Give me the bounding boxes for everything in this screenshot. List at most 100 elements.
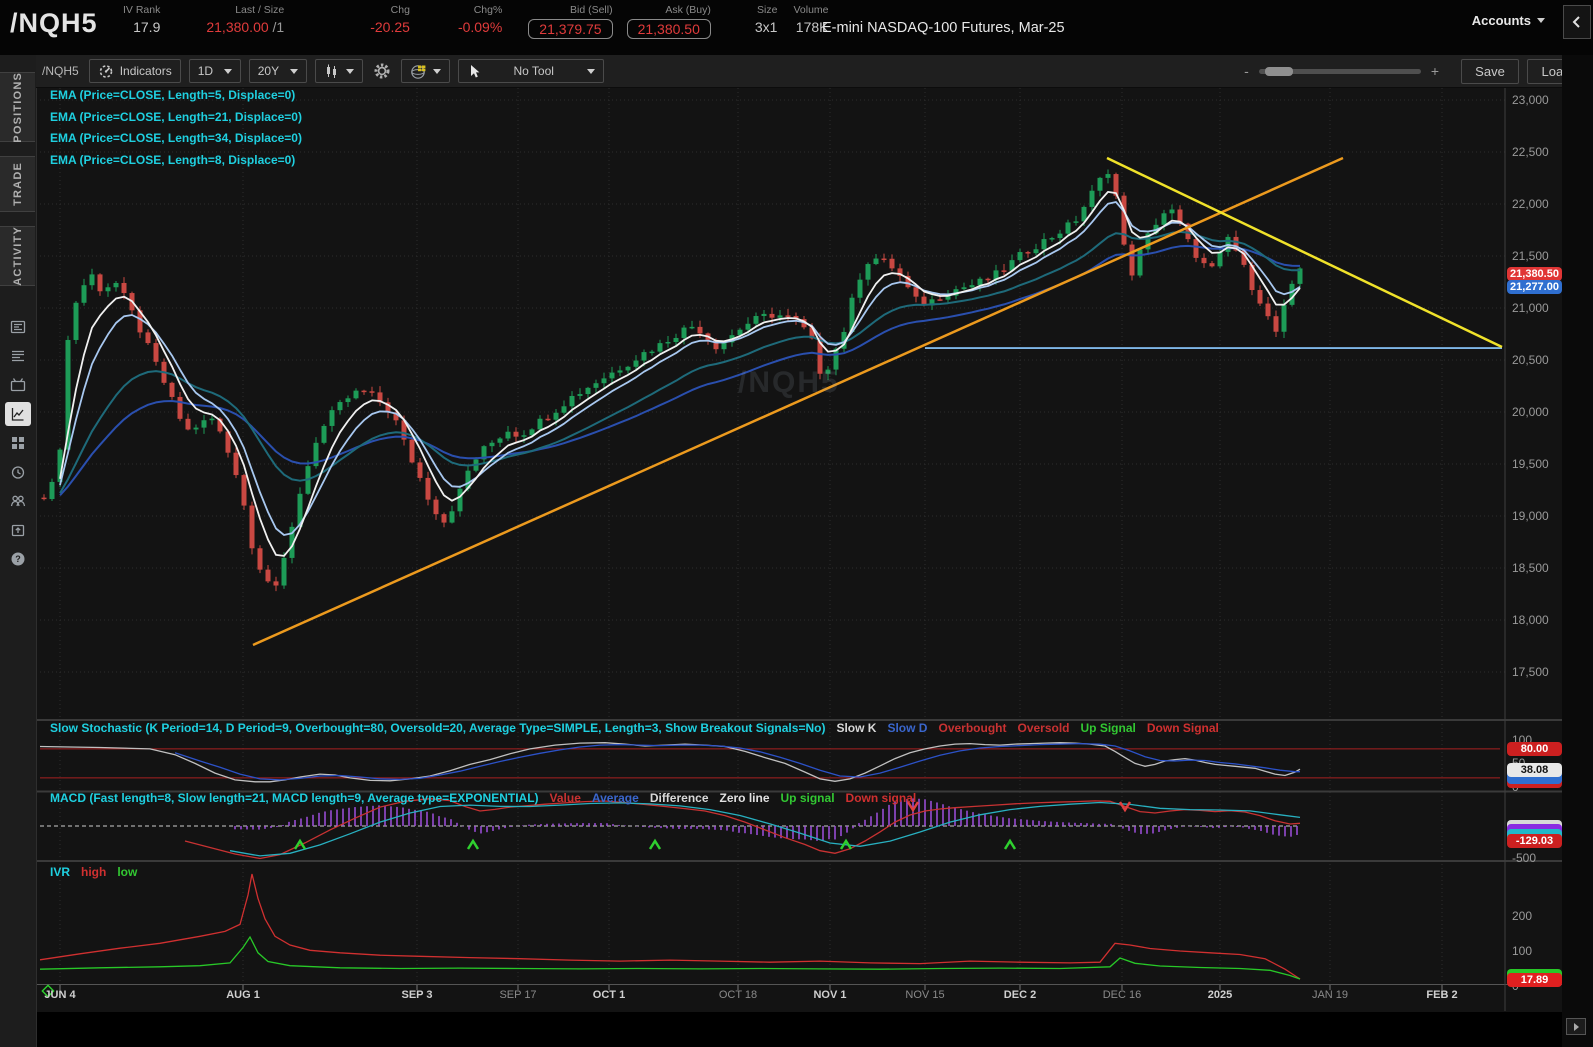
panel-separator (36, 790, 1562, 793)
chevron-down-icon (586, 68, 595, 74)
candle-body (41, 497, 47, 500)
candle-body (865, 264, 871, 280)
candle-body (257, 548, 263, 570)
indicators-label: Indicators (119, 64, 172, 78)
candle-body (625, 366, 631, 371)
macd-up-signal-arrow (466, 838, 480, 850)
accounts-menu[interactable]: Accounts (1472, 13, 1545, 28)
quote-field: Volume 178K (793, 4, 828, 35)
candle-body (97, 274, 103, 292)
active-icon-pad (5, 401, 31, 426)
candle-body (169, 382, 175, 397)
sidebar-help-icon[interactable]: ? (0, 544, 36, 573)
trendline-2 (1106, 156, 1503, 349)
candle-body (1057, 233, 1063, 239)
candle-body (313, 442, 319, 467)
candle-body (769, 313, 775, 318)
drawing-set-dropdown[interactable] (400, 59, 450, 83)
ivr-low-line (39, 935, 1301, 980)
chevron-down-icon (1537, 18, 1545, 23)
candle-body (569, 395, 575, 407)
candle-body (745, 323, 751, 330)
candle-body (1233, 236, 1239, 251)
candle-body (489, 442, 495, 447)
header-bar: /NQH5 IV Rank 17.9 Last / Size 21,380.00 /1… (0, 0, 1593, 56)
candle-body (857, 279, 863, 298)
sidebar-tab-trade[interactable]: TRADE (0, 156, 35, 212)
candle-body (993, 270, 999, 280)
candle-body (481, 446, 487, 460)
trendline-0 (252, 156, 1344, 647)
sidebar-tab-label: ACTIVITY (11, 226, 24, 286)
tool-dropdown[interactable]: No Tool (457, 59, 604, 83)
sidebar-community-icon[interactable] (0, 486, 36, 515)
stoch-k-line (39, 742, 1301, 783)
candle-body (241, 475, 247, 506)
zoom-slider[interactable] (1258, 66, 1421, 76)
quote-field-label: Ask (Buy) (665, 4, 711, 16)
candle-body (601, 378, 607, 384)
quote-field-value[interactable]: 21,380.50 (626, 19, 711, 39)
symbol-title: /NQH5 (10, 8, 98, 38)
toolbar-symbol-label: /NQH5 (42, 64, 79, 78)
chart-settings-gear[interactable] (371, 59, 393, 83)
sidebar-dashboard-icon[interactable] (0, 428, 36, 457)
candle-body (1009, 260, 1015, 271)
left-sidebar: POSITIONS TRADE ACTIVITY ? (0, 55, 37, 1047)
candle-body (969, 285, 975, 288)
quote-fields: IV Rank 17.9 Last / Size 21,380.00 /1 Chg -20… (105, 4, 829, 39)
candle-body (561, 406, 567, 413)
candle-body (201, 420, 207, 428)
candle-body (289, 526, 295, 558)
zoom-out-button[interactable]: - (1244, 63, 1249, 79)
candle-body (249, 505, 255, 549)
sidebar-charts-icon[interactable] (0, 399, 36, 428)
timeframe-value: 1D (197, 64, 214, 78)
timeframe-dropdown[interactable]: 1D (188, 59, 241, 83)
save-button[interactable]: Save (1461, 58, 1519, 84)
sidebar-news-icon[interactable] (0, 312, 36, 341)
quote-field-value[interactable]: 21,379.75 (528, 19, 613, 39)
candle-body (449, 511, 455, 523)
candle-body (657, 343, 663, 352)
candle-body (409, 439, 415, 463)
chart-type-dropdown[interactable] (314, 59, 363, 83)
candle-body (273, 581, 279, 586)
sidebar-history-icon[interactable] (0, 457, 36, 486)
candle-body (665, 341, 671, 344)
chevron-down-icon (432, 68, 441, 74)
candle-body (401, 420, 407, 440)
macd-down-signal-arrow (906, 801, 920, 813)
candle-body (1257, 290, 1263, 304)
candle-body (1265, 303, 1271, 317)
collapse-panel-button[interactable] (1563, 5, 1591, 39)
candle-body (537, 418, 543, 430)
candle-body (465, 470, 471, 489)
range-dropdown[interactable]: 20Y (248, 59, 307, 83)
scroll-right-button[interactable] (1566, 1018, 1586, 1035)
candle-body (393, 412, 399, 421)
sidebar-monitor-icon[interactable] (0, 370, 36, 399)
monitor-icon (10, 377, 26, 391)
candle-body (785, 315, 791, 317)
candle-body (89, 274, 95, 286)
candle-body (225, 431, 231, 453)
zoom-slider-thumb[interactable] (1264, 66, 1293, 76)
sidebar-watchlist-icon[interactable] (0, 341, 36, 370)
candle-body (353, 390, 359, 399)
candle-body (1049, 238, 1055, 240)
quote-field-label: Bid (Sell) (569, 4, 613, 16)
arrow-right-icon (1573, 1022, 1579, 1031)
zoom-in-button[interactable]: + (1430, 63, 1439, 79)
indicators-button[interactable]: Indicators (88, 59, 181, 83)
candlestick-icon (326, 64, 336, 78)
candle-body (761, 313, 767, 317)
candle-body (889, 258, 895, 269)
sidebar-tab-positions[interactable]: POSITIONS (0, 72, 35, 142)
candle-body (1001, 270, 1007, 272)
quote-field-value: -0.09% (457, 19, 503, 35)
sidebar-calendar-icon[interactable] (0, 515, 36, 544)
quote-field: Chg% -0.09% (458, 4, 502, 35)
sidebar-tab-activity[interactable]: ACTIVITY (0, 226, 35, 286)
